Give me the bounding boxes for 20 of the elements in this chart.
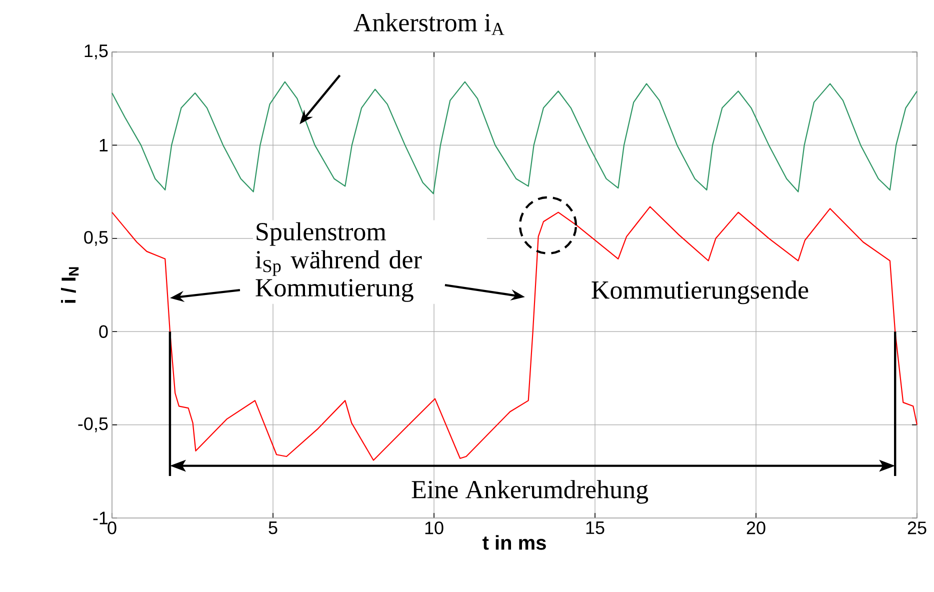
x-tick-label: 0 [108, 522, 116, 534]
y-axis-title: i / I$_{N}$ [60, 267, 79, 303]
y-tick-label: 0 [99, 325, 108, 338]
y-tick-label: 0,5 [84, 230, 108, 246]
y-tick-label: 1,5 [84, 44, 108, 60]
x-tick-label: 10 [425, 522, 444, 534]
text: Ankerstrom i$_{A}$ [354, 13, 504, 35]
annotation: Spulenstrom i$_{Sp}$ während der Kommutierung [256, 222, 422, 302]
y-tick-label: -0,5 [78, 417, 108, 432]
x-tick-label: 25 [908, 522, 926, 534]
x-axis-title: t in ms [482, 535, 546, 550]
x-tick-label: 15 [586, 522, 604, 534]
y-tick-label: -1 [93, 512, 108, 524]
annotation: Kommutierungsende [592, 280, 808, 304]
x-tick-label: 5 [268, 522, 278, 534]
annotation: Eine Ankerumdrehung [412, 480, 648, 504]
x-tick-label: 20 [746, 522, 766, 534]
y-tick-label: 1 [100, 139, 108, 152]
line-series [111, 81, 918, 194]
line-series [111, 206, 918, 461]
